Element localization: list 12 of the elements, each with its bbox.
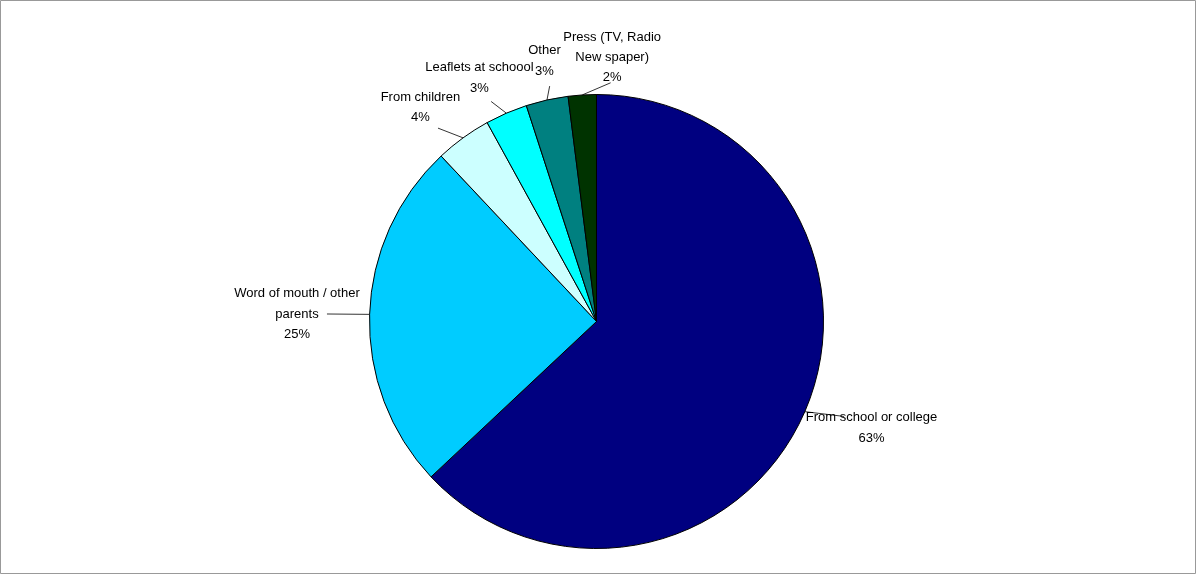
slice-label: From children <box>380 89 461 105</box>
data-label: 3% <box>535 62 555 78</box>
data-label: 25% <box>284 325 311 341</box>
data-label: 3% <box>470 79 490 95</box>
slice-label: Leaflets at schoool <box>425 59 534 75</box>
slice-label: From school or college <box>805 409 938 425</box>
slice-label: Word of mouth / other parents <box>234 285 361 321</box>
data-label: 4% <box>410 109 431 125</box>
data-label: 63% <box>858 429 885 445</box>
slice-label: Press (TV, Radio New spaper) <box>563 28 662 64</box>
slice-label: Other <box>528 42 562 58</box>
data-label: 2% <box>602 69 623 85</box>
